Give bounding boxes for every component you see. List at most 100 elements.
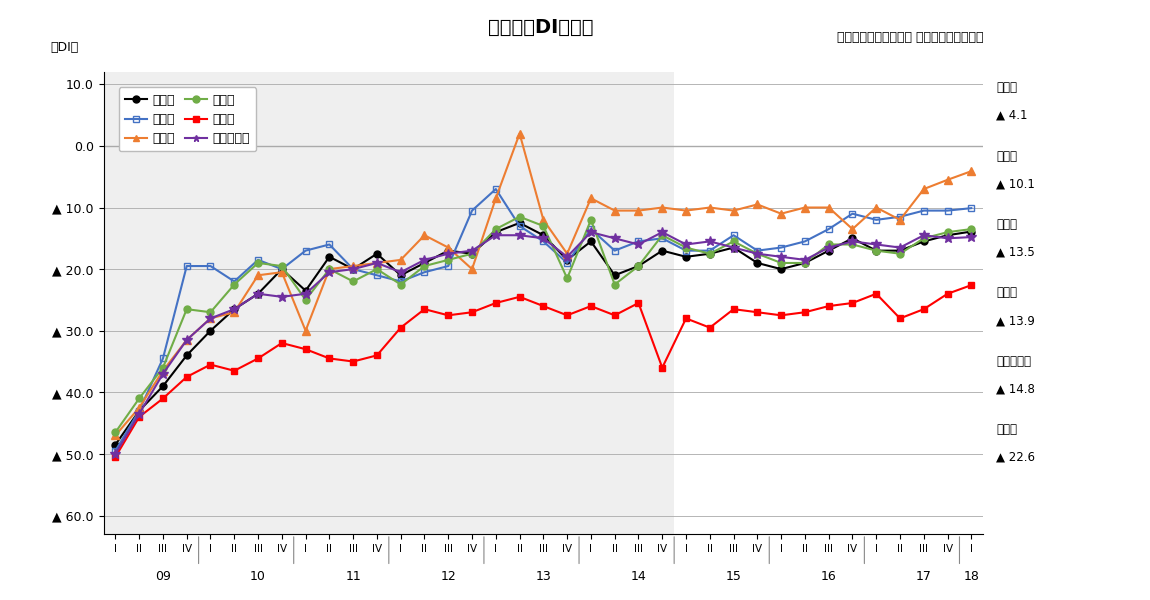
- 小売業: [965, 281, 979, 289]
- サービス業: [703, 238, 716, 245]
- 製造業: [322, 241, 336, 248]
- 卸売業: [822, 241, 836, 248]
- サービス業: [346, 266, 360, 273]
- 全産業: [965, 228, 979, 235]
- Line: 卸売業: 卸売業: [112, 213, 975, 436]
- 建設業: [631, 207, 645, 214]
- 小売業: [560, 312, 574, 319]
- 全産業: [132, 407, 146, 415]
- 卸売業: [536, 223, 551, 230]
- サービス業: [228, 305, 242, 313]
- Text: 卸売業: 卸売業: [996, 218, 1018, 231]
- 建設業: [703, 204, 716, 211]
- 全産業: [228, 305, 242, 313]
- サービス業: [751, 250, 765, 257]
- Bar: [484, 72, 674, 534]
- 製造業: [560, 259, 574, 266]
- Line: 製造業: 製造業: [112, 185, 975, 454]
- 小売業: [417, 305, 431, 313]
- サービス業: [442, 250, 455, 257]
- 全産業: [560, 256, 574, 263]
- 建設業: [417, 232, 431, 239]
- 小売業: [845, 299, 859, 307]
- 製造業: [251, 256, 264, 263]
- 小売業: [751, 308, 765, 316]
- Text: ▲ 22.6: ▲ 22.6: [996, 451, 1035, 464]
- 建設業: [132, 404, 146, 412]
- 建設業: [894, 216, 907, 223]
- サービス業: [489, 232, 503, 239]
- 全産業: [513, 220, 527, 227]
- 卸売業: [251, 259, 264, 266]
- 卸売業: [299, 296, 313, 304]
- 建設業: [869, 204, 883, 211]
- 卸売業: [417, 262, 431, 269]
- 建設業: [608, 207, 622, 214]
- 建設業: [489, 194, 503, 202]
- 卸売業: [798, 259, 812, 266]
- 全産業: [941, 232, 954, 239]
- 小売業: [465, 308, 478, 316]
- 小売業: [917, 305, 930, 313]
- サービス業: [869, 241, 883, 248]
- 小売業: [608, 312, 622, 319]
- 製造業: [774, 244, 788, 251]
- 小売業: [727, 305, 741, 313]
- サービス業: [322, 269, 336, 276]
- 全産業: [156, 383, 170, 390]
- 製造業: [536, 238, 551, 245]
- 製造業: [132, 407, 146, 415]
- 卸売業: [869, 247, 883, 254]
- 製造業: [442, 262, 455, 269]
- 建設業: [393, 256, 407, 263]
- 建設業: [584, 194, 598, 202]
- 製造業: [822, 226, 836, 233]
- 卸売業: [584, 216, 598, 223]
- 卸売業: [965, 226, 979, 233]
- 小売業: [513, 293, 527, 301]
- 小売業: [346, 358, 360, 365]
- 製造業: [275, 266, 289, 273]
- 全産業: [703, 250, 716, 257]
- 小売業: [179, 373, 193, 380]
- サービス業: [822, 244, 836, 251]
- 建設業: [941, 176, 954, 184]
- Line: 小売業: 小売業: [112, 281, 975, 460]
- 卸売業: [346, 278, 360, 285]
- 建設業: [845, 226, 859, 233]
- 製造業: [727, 232, 741, 239]
- 卸売業: [608, 281, 622, 288]
- 建設業: [513, 130, 527, 137]
- 全産業: [465, 250, 478, 257]
- 製造業: [489, 185, 503, 193]
- 卸売業: [560, 275, 574, 282]
- 小売業: [631, 299, 645, 307]
- Text: （DI）: （DI）: [51, 41, 79, 53]
- Text: 17: 17: [915, 570, 932, 583]
- サービス業: [656, 229, 669, 236]
- 卸売業: [132, 395, 146, 402]
- 製造業: [299, 247, 313, 254]
- サービス業: [465, 247, 478, 254]
- 製造業: [869, 216, 883, 223]
- 全産業: [798, 259, 812, 266]
- 建設業: [917, 185, 930, 193]
- サービス業: [608, 235, 622, 242]
- Text: （「好転」－「悪化」 前期比季節調整値）: （「好転」－「悪化」 前期比季節調整値）: [837, 31, 983, 44]
- 全産業: [204, 327, 217, 334]
- Text: 13: 13: [536, 570, 551, 583]
- 建設業: [108, 432, 122, 439]
- 建設業: [179, 337, 193, 344]
- サービス業: [204, 315, 217, 322]
- 小売業: [251, 355, 264, 362]
- 小売業: [442, 312, 455, 319]
- サービス業: [536, 235, 551, 242]
- サービス業: [917, 232, 930, 239]
- Text: 16: 16: [821, 570, 836, 583]
- 全産業: [680, 253, 693, 260]
- サービス業: [798, 256, 812, 263]
- 小売業: [894, 315, 907, 322]
- サービス業: [299, 290, 313, 298]
- 建設業: [656, 204, 669, 211]
- Text: 15: 15: [726, 570, 742, 583]
